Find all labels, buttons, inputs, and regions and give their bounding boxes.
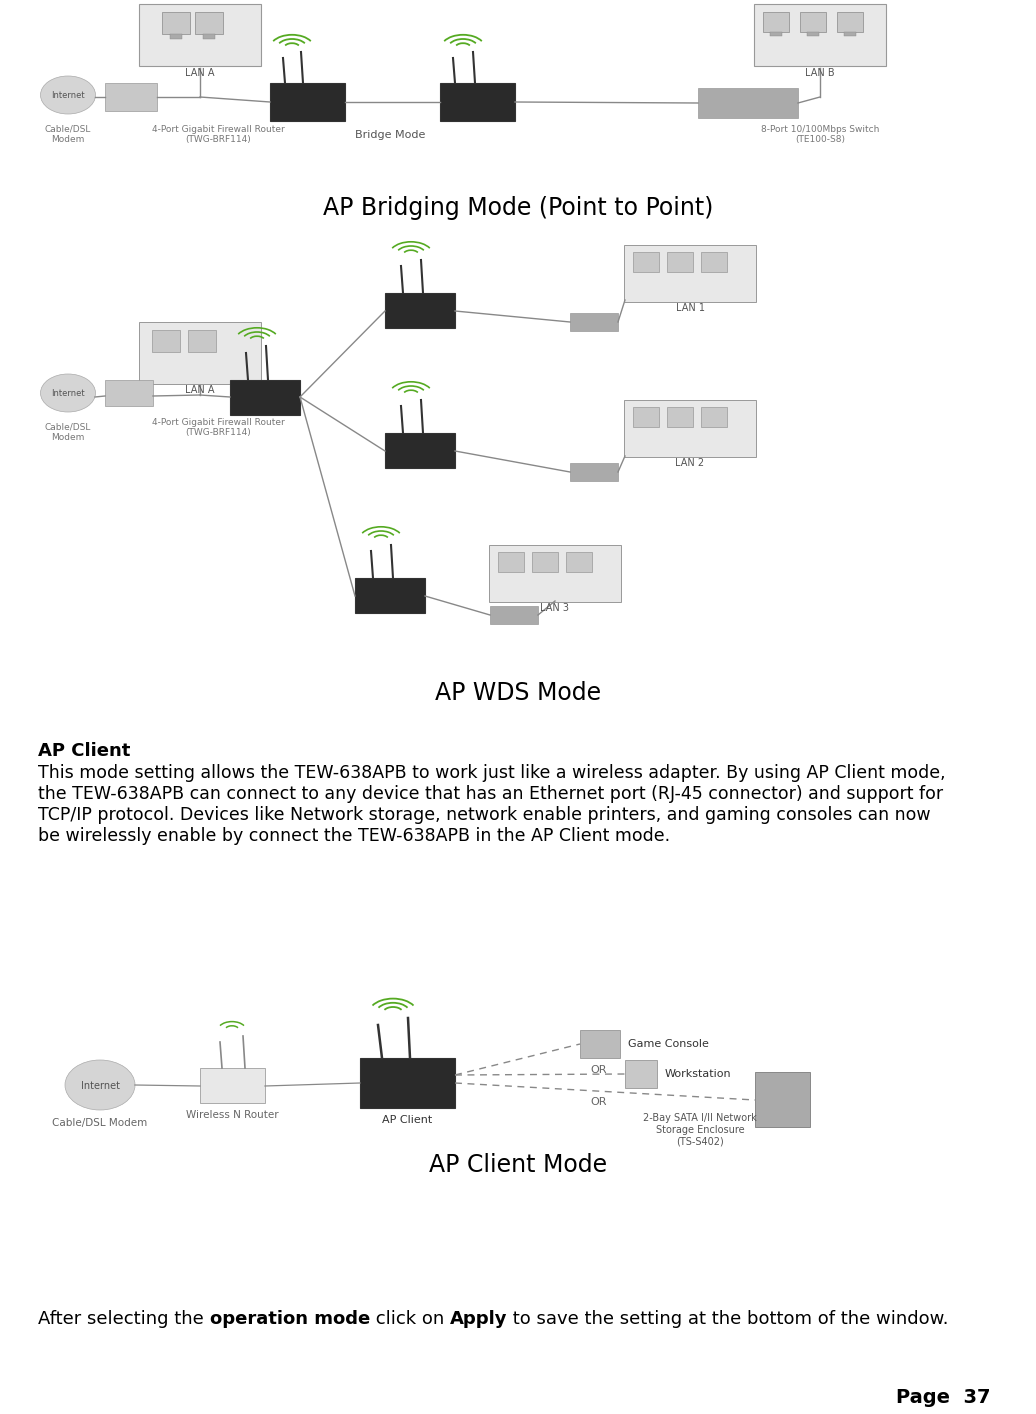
Bar (570, 312, 618, 331)
Bar (230, 380, 300, 414)
Text: AP WDS Mode: AP WDS Mode (435, 682, 601, 706)
Text: AP Client: AP Client (382, 1116, 432, 1126)
Text: Page  37: Page 37 (895, 1389, 990, 1407)
Text: Game Console: Game Console (628, 1039, 709, 1049)
Bar (625, 1060, 657, 1087)
Text: operation mode: operation mode (209, 1309, 370, 1328)
Bar (270, 83, 345, 122)
Text: 4-Port Gigabit Firewall Router
(TWG-BRF114): 4-Port Gigabit Firewall Router (TWG-BRF1… (151, 419, 284, 437)
Bar (566, 551, 592, 573)
Bar (698, 88, 798, 117)
Text: OR: OR (589, 1097, 606, 1107)
Bar (195, 11, 223, 34)
Bar (385, 293, 455, 328)
Bar (570, 462, 618, 481)
Text: 8-Port 10/100Mbps Switch
(TE100-S8): 8-Port 10/100Mbps Switch (TE100-S8) (760, 124, 880, 144)
Text: 4-Port Gigabit Firewall Router
(TWG-BRF114): 4-Port Gigabit Firewall Router (TWG-BRF1… (151, 124, 284, 144)
Bar (667, 407, 693, 427)
Ellipse shape (40, 76, 95, 115)
Bar (837, 11, 863, 33)
Text: OR: OR (589, 1065, 606, 1075)
Text: AP Client: AP Client (38, 742, 131, 759)
Ellipse shape (40, 373, 95, 411)
Text: Bridge Mode: Bridge Mode (354, 130, 425, 140)
Bar (152, 329, 180, 352)
FancyBboxPatch shape (624, 400, 756, 457)
Text: be wirelessly enable by connect the TEW-638APB in the AP Client mode.: be wirelessly enable by connect the TEW-… (38, 827, 670, 846)
Bar (701, 407, 727, 427)
Bar (203, 34, 215, 40)
Text: Cable/DSL
Modem: Cable/DSL Modem (45, 124, 91, 144)
Text: 2-Bay SATA I/II Network
Storage Enclosure
(TS-S402): 2-Bay SATA I/II Network Storage Enclosur… (643, 1113, 757, 1147)
Text: LAN A: LAN A (185, 68, 214, 78)
Bar (498, 551, 524, 573)
Text: Internet: Internet (51, 389, 85, 399)
Text: Workstation: Workstation (665, 1069, 731, 1079)
Bar (770, 33, 782, 35)
Text: Cable/DSL Modem: Cable/DSL Modem (53, 1118, 147, 1128)
Bar (355, 578, 425, 614)
Bar (807, 33, 819, 35)
FancyBboxPatch shape (754, 4, 886, 66)
FancyBboxPatch shape (624, 245, 756, 303)
Text: the TEW-638APB can connect to any device that has an Ethernet port (RJ-45 connec: the TEW-638APB can connect to any device… (38, 785, 943, 803)
Text: to save the setting at the bottom of the window.: to save the setting at the bottom of the… (508, 1309, 949, 1328)
Text: LAN B: LAN B (805, 68, 835, 78)
Text: Wireless N Router: Wireless N Router (185, 1110, 279, 1120)
Text: LAN 2: LAN 2 (675, 458, 704, 468)
Bar (633, 407, 659, 427)
Text: click on: click on (370, 1309, 450, 1328)
Bar (105, 380, 153, 406)
Bar (633, 252, 659, 271)
Bar (385, 433, 455, 468)
Bar (800, 11, 826, 33)
FancyBboxPatch shape (139, 4, 261, 66)
Bar (762, 11, 789, 33)
Ellipse shape (65, 1060, 135, 1110)
Text: LAN 3: LAN 3 (541, 602, 570, 614)
Text: Internet: Internet (51, 92, 85, 100)
Bar (170, 34, 182, 40)
FancyBboxPatch shape (139, 322, 261, 385)
Text: Apply: Apply (450, 1309, 508, 1328)
Bar (105, 83, 157, 112)
Bar (844, 33, 856, 35)
Text: After selecting the: After selecting the (38, 1309, 209, 1328)
Bar (162, 11, 190, 34)
Text: TCP/IP protocol. Devices like Network storage, network enable printers, and gami: TCP/IP protocol. Devices like Network st… (38, 806, 930, 824)
Text: Internet: Internet (81, 1080, 119, 1092)
Text: AP Bridging Mode (Point to Point): AP Bridging Mode (Point to Point) (323, 197, 713, 221)
Bar (440, 83, 515, 122)
Bar (188, 329, 215, 352)
Text: LAN A: LAN A (185, 385, 214, 395)
Bar (667, 252, 693, 271)
Text: AP Client Mode: AP Client Mode (429, 1152, 607, 1176)
Bar (701, 252, 727, 271)
Text: Cable/DSL
Modem: Cable/DSL Modem (45, 423, 91, 443)
Bar (359, 1058, 455, 1109)
Bar (200, 1068, 265, 1103)
Bar (533, 551, 558, 573)
Text: This mode setting allows the TEW-638APB to work just like a wireless adapter. By: This mode setting allows the TEW-638APB … (38, 764, 946, 782)
Bar (755, 1072, 810, 1127)
Bar (490, 607, 538, 624)
FancyBboxPatch shape (489, 544, 621, 602)
Text: LAN 1: LAN 1 (675, 303, 704, 312)
Bar (580, 1029, 620, 1058)
